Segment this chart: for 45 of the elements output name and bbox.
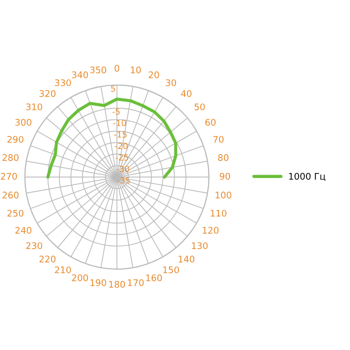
spoke-label: 350 [90,66,106,74]
spoke-label: 340 [72,71,88,78]
spoke-label: 130 [192,242,208,250]
spoke-label: 40 [181,90,192,97]
spoke-label: 270 [0,172,17,180]
spoke-label: 260 [2,192,19,198]
spoke-label: 250 [7,210,24,217]
spoke-label: 190 [90,279,106,286]
spoke-label: 280 [2,154,19,161]
spoke-label: 30 [166,79,176,86]
spoke-label: 0 [114,64,120,72]
spoke-label: 210 [54,266,71,274]
spoke-label: 160 [146,274,162,282]
spoke-label: 120 [202,226,218,234]
spoke-label: 60 [205,118,216,126]
spoke-label: 10 [130,66,141,74]
y-tick-label: -5 [112,108,120,115]
spoke-label: 50 [194,103,205,110]
spoke-label: 140 [178,256,194,262]
spoke-label: 180 [109,280,125,288]
y-tick-label: -30 [116,166,130,172]
y-tick-label: -15 [114,131,127,138]
legend-label: 1000 Гц [289,172,326,181]
y-tick-label: -25 [116,154,128,161]
y-tick-label: -35 [117,177,130,184]
spoke-label: 150 [163,266,179,274]
spoke-label: 310 [26,103,42,110]
y-tick-label: -10 [113,120,126,126]
spoke-label: 80 [218,154,228,161]
spoke-label: 70 [213,136,224,143]
spoke-label: 300 [15,118,32,126]
spoke-label: 100 [216,192,232,198]
y-tick-label: 5 [111,86,116,92]
spoke-label: 240 [15,226,32,234]
spoke-label: 170 [128,279,144,286]
spoke-label: 290 [7,136,24,143]
spoke-label: 20 [148,71,159,78]
spoke-label: 200 [72,274,88,282]
spoke-label: 220 [40,256,56,262]
spoke-label: 90 [220,172,230,180]
spoke-label: 330 [54,79,71,86]
spoke-label: 320 [40,90,56,97]
spoke-label: 230 [26,242,42,250]
y-tick-label: -20 [114,142,128,150]
spoke-label: 110 [210,210,226,217]
